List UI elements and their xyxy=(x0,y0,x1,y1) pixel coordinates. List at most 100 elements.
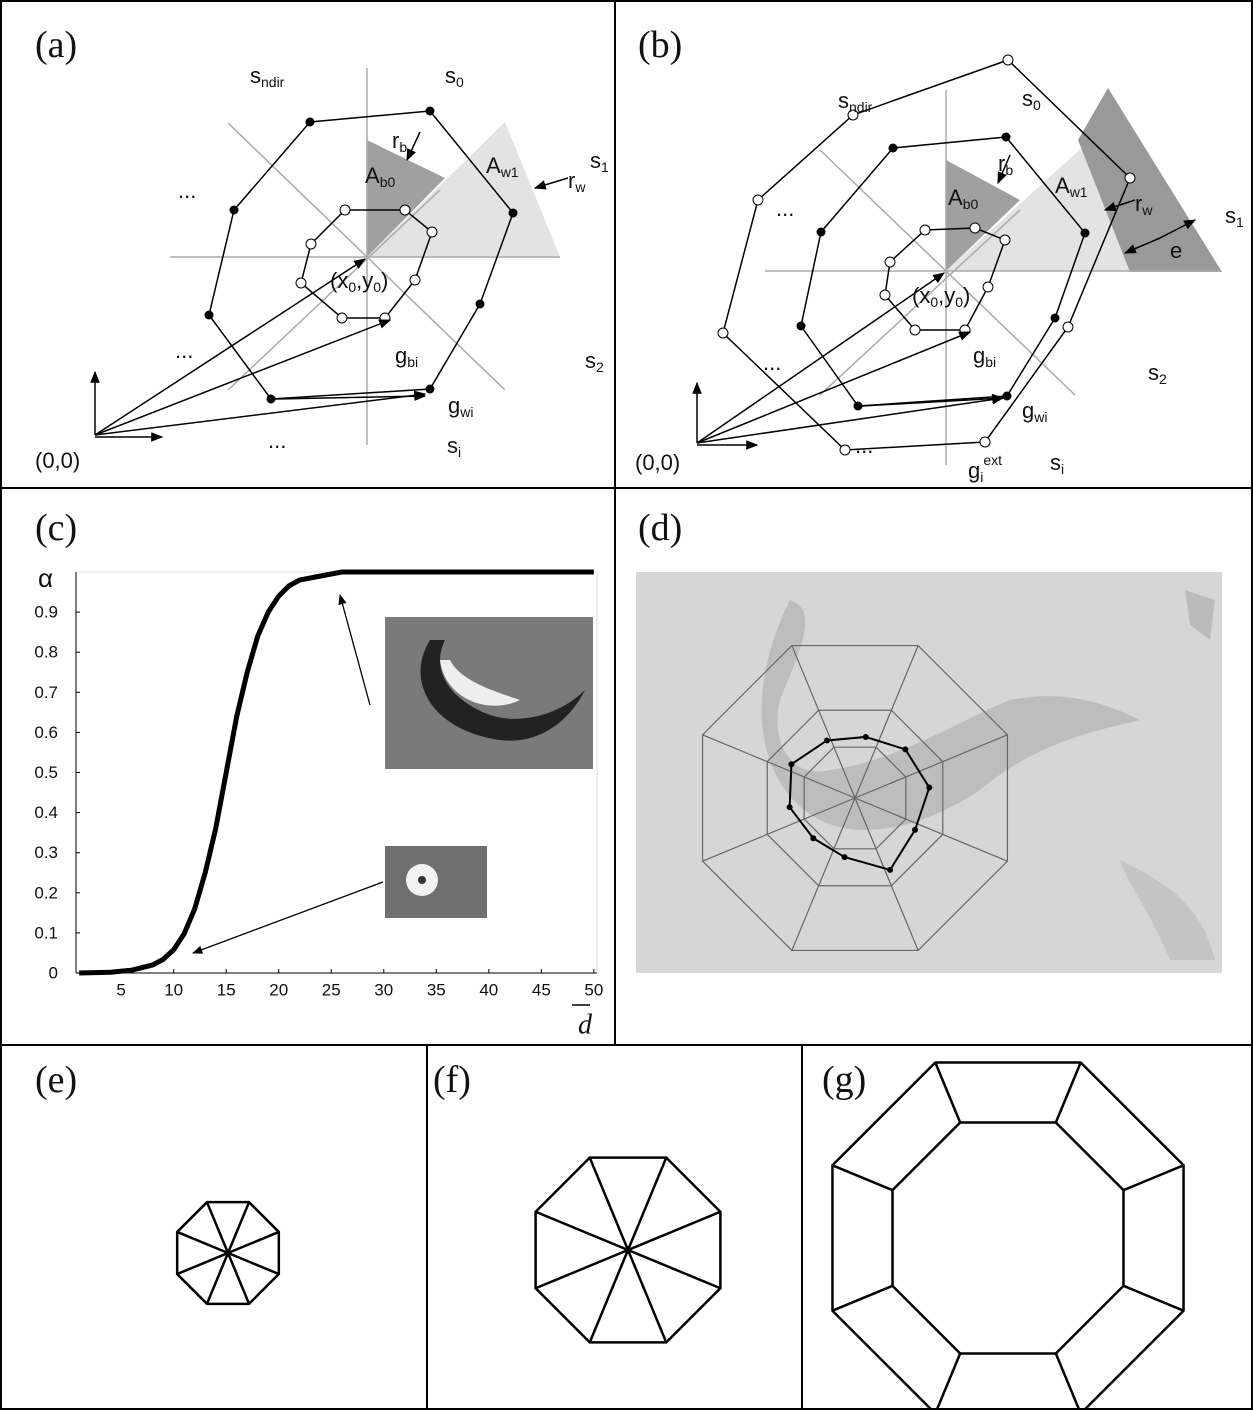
label-part: A xyxy=(486,153,501,178)
diagram-label: s2 xyxy=(1148,360,1167,388)
label-part: ,y xyxy=(938,283,955,308)
label-part: g xyxy=(395,343,407,368)
diagram-label: s0 xyxy=(445,63,464,91)
diagram-label: ... xyxy=(763,350,781,375)
y-axis-label: α xyxy=(38,563,53,593)
label-part: ,y xyxy=(356,268,373,293)
label-part: ... xyxy=(855,433,873,458)
x-tick-label: 10 xyxy=(164,981,183,1000)
diagram-label: sndir xyxy=(838,88,873,116)
label-part: s xyxy=(447,433,458,458)
label-part: ndir xyxy=(849,99,873,115)
panel-label: (b) xyxy=(638,24,682,66)
label-part: b0 xyxy=(963,196,979,212)
ring-edge xyxy=(832,1286,892,1311)
diagram-label: gbi xyxy=(973,343,996,371)
diagram-label: e xyxy=(1170,238,1182,263)
diagram-label: rb xyxy=(998,151,1013,179)
contour-point xyxy=(887,867,893,873)
diagram-label: sndir xyxy=(250,63,285,91)
diagram-label: gwi xyxy=(1022,398,1047,426)
label-part: r xyxy=(392,128,399,153)
ring-edge xyxy=(1123,1165,1183,1190)
label-part: i xyxy=(458,444,461,460)
panel-label: (c) xyxy=(35,507,77,549)
panel-label: (d) xyxy=(638,507,682,549)
label-part: b0 xyxy=(380,174,396,190)
label-part: 2 xyxy=(1159,371,1167,387)
label-part: g xyxy=(968,458,980,483)
x-tick-label: 5 xyxy=(116,981,125,1000)
diagram-label: ... xyxy=(776,196,794,221)
diagram-label: ... xyxy=(268,428,286,453)
diagram-label: gbi xyxy=(395,343,418,371)
ring-edge xyxy=(832,1165,892,1190)
label-part: 0 xyxy=(930,294,938,310)
label-part: 0 xyxy=(1033,97,1041,113)
contour-point xyxy=(912,827,918,833)
label-part: (0,0) xyxy=(635,450,680,475)
octagon xyxy=(832,1062,1183,1410)
label-part: s xyxy=(590,148,601,173)
label-part: 0 xyxy=(456,74,464,90)
label-part: wi xyxy=(459,404,473,420)
contour-point xyxy=(926,785,932,791)
ring-edge xyxy=(1123,1286,1183,1311)
figure: (a)(b)(c)(d)(e)(f)(g)sndirs0s1s2sirbrwAb… xyxy=(0,0,1253,1410)
label-part: ndir xyxy=(261,74,285,90)
label-part: A xyxy=(1055,173,1070,198)
contour-point xyxy=(788,761,794,767)
diagram-label: ... xyxy=(175,338,193,363)
x-tick-label: 40 xyxy=(479,981,498,1000)
panel-b-diagram xyxy=(697,55,1222,465)
label-part: 0 xyxy=(373,279,381,295)
y-tick-label: 0.1 xyxy=(34,923,58,942)
label-part: s xyxy=(250,63,261,88)
contour-point xyxy=(787,804,793,810)
label-part: w1 xyxy=(500,164,519,180)
ring-edge xyxy=(935,1353,960,1410)
x-tick-label: 50 xyxy=(584,981,603,1000)
cell-image xyxy=(636,572,1222,973)
label-part: s xyxy=(1148,360,1159,385)
label-part: r xyxy=(1135,191,1142,216)
label-part: s xyxy=(585,348,596,373)
label-part: i xyxy=(980,469,983,485)
label-part: b xyxy=(399,139,407,155)
panel-label: (g) xyxy=(822,1059,866,1101)
label-part: b xyxy=(1005,162,1013,178)
x-axis-label: d xyxy=(578,1010,593,1041)
y-tick-label: 0.3 xyxy=(34,843,58,862)
label-part: 0 xyxy=(955,294,963,310)
label-part: ... xyxy=(178,178,196,203)
diagram-label: s1 xyxy=(1225,203,1244,231)
label-part: ) xyxy=(381,268,388,293)
label-part: (x xyxy=(912,283,930,308)
x-tick-label: 45 xyxy=(532,981,551,1000)
octagon-diagrams xyxy=(177,1062,1183,1410)
contour-point xyxy=(842,854,848,860)
contour-point xyxy=(863,734,869,740)
ring-edge xyxy=(1056,1062,1081,1122)
y-tick-label: 0.5 xyxy=(34,763,58,782)
contour-point xyxy=(810,835,816,841)
x-tick-label: 15 xyxy=(217,981,236,1000)
label-part: ext xyxy=(983,452,1002,468)
x-tick-label: 35 xyxy=(427,981,446,1000)
label-part: w1 xyxy=(1069,184,1088,200)
y-tick-label: 0.2 xyxy=(34,883,58,902)
diagram-label: si xyxy=(447,433,461,461)
y-tick-label: 0.8 xyxy=(34,643,58,662)
label-part: r xyxy=(998,151,1005,176)
label-part: 0 xyxy=(348,279,356,295)
diagram-label: s2 xyxy=(585,348,604,376)
diagram-label: ... xyxy=(855,433,873,458)
label-part: s xyxy=(445,63,456,88)
label-part: A xyxy=(948,185,963,210)
label-part: s xyxy=(1022,86,1033,111)
panel-label: (e) xyxy=(35,1059,77,1101)
label-part: bi xyxy=(985,354,996,370)
diagram-label: gwi xyxy=(448,393,473,421)
y-tick-label: 0.7 xyxy=(34,683,58,702)
x-tick-label: 25 xyxy=(322,981,341,1000)
